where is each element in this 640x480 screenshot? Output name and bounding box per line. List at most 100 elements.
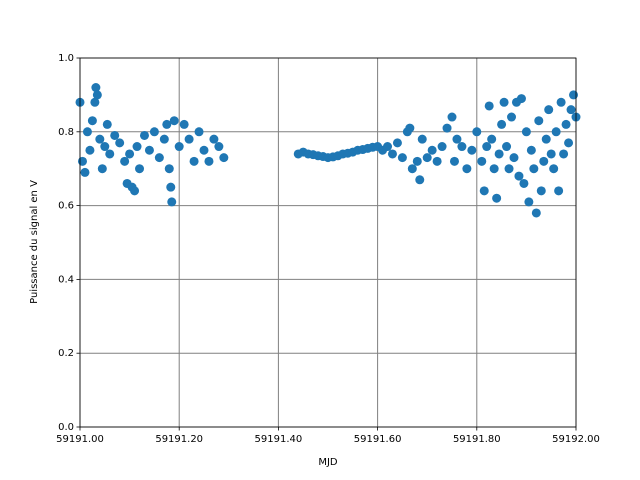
x-tick-label: 59191.60 — [354, 434, 402, 445]
point — [209, 134, 219, 144]
point — [204, 156, 214, 166]
point — [452, 134, 462, 144]
point — [91, 83, 101, 93]
point — [139, 130, 149, 140]
x-tick-label: 59191.20 — [155, 434, 203, 445]
point — [95, 134, 105, 144]
point — [479, 186, 489, 196]
point — [432, 156, 442, 166]
point — [462, 164, 472, 174]
point — [556, 97, 566, 107]
point — [531, 208, 541, 218]
x-tick-label: 59191.00 — [56, 434, 104, 445]
x-tick-label: 59192.00 — [552, 434, 600, 445]
point — [144, 145, 154, 155]
point — [184, 134, 194, 144]
point — [125, 149, 135, 159]
point — [100, 142, 110, 152]
point — [467, 145, 477, 155]
point — [437, 142, 447, 152]
point — [487, 134, 497, 144]
point — [514, 171, 524, 181]
point — [427, 145, 437, 155]
y-tick-label: 0.4 — [58, 274, 74, 285]
point — [566, 105, 576, 115]
point — [407, 164, 417, 174]
point — [559, 149, 569, 159]
point — [497, 119, 507, 129]
point — [509, 153, 519, 163]
point — [534, 116, 544, 126]
point — [536, 186, 546, 196]
x-axis-label: MJD — [318, 457, 338, 468]
point — [102, 119, 112, 129]
point — [167, 197, 177, 207]
x-tick-label: 59191.40 — [255, 434, 303, 445]
point — [174, 142, 184, 152]
point — [484, 101, 494, 111]
point — [149, 127, 159, 137]
point — [554, 186, 564, 196]
point — [82, 127, 92, 137]
y-axis-label: Puissance du signal en V — [29, 180, 40, 304]
point — [472, 127, 482, 137]
point — [564, 138, 574, 148]
point — [383, 142, 393, 152]
point — [120, 156, 130, 166]
point — [219, 153, 229, 163]
point — [457, 142, 467, 152]
point — [447, 112, 457, 122]
y-tick-label: 0.2 — [58, 348, 74, 359]
point — [546, 149, 556, 159]
point — [502, 142, 512, 152]
point — [504, 164, 514, 174]
point — [130, 186, 140, 196]
point — [417, 134, 427, 144]
point — [422, 153, 432, 163]
point — [494, 149, 504, 159]
point — [551, 127, 561, 137]
point — [179, 119, 189, 129]
x-tick-label: 59191.80 — [453, 434, 501, 445]
point — [539, 156, 549, 166]
point — [544, 105, 554, 115]
point — [405, 123, 415, 133]
point — [87, 116, 97, 126]
point — [412, 156, 422, 166]
point — [85, 145, 95, 155]
point — [482, 142, 492, 152]
point — [159, 134, 169, 144]
point — [529, 164, 539, 174]
point — [115, 138, 125, 148]
point — [516, 94, 526, 104]
point — [214, 142, 224, 152]
y-tick-label: 0.8 — [58, 127, 74, 138]
point — [477, 156, 487, 166]
point — [392, 138, 402, 148]
point — [132, 142, 142, 152]
point — [521, 127, 531, 137]
point — [169, 116, 179, 126]
point — [549, 164, 559, 174]
point — [489, 164, 499, 174]
point — [507, 112, 517, 122]
point — [199, 145, 209, 155]
point — [162, 119, 172, 129]
point — [135, 164, 145, 174]
point — [90, 97, 100, 107]
point — [519, 178, 529, 188]
y-tick-label: 1.0 — [58, 53, 74, 64]
plot-frame — [79, 57, 577, 428]
point — [442, 123, 452, 133]
point — [92, 90, 102, 100]
point — [194, 127, 204, 137]
point — [105, 149, 115, 159]
point — [164, 164, 174, 174]
point — [154, 153, 164, 163]
point — [449, 156, 459, 166]
point — [397, 153, 407, 163]
point — [499, 97, 509, 107]
point — [541, 134, 551, 144]
